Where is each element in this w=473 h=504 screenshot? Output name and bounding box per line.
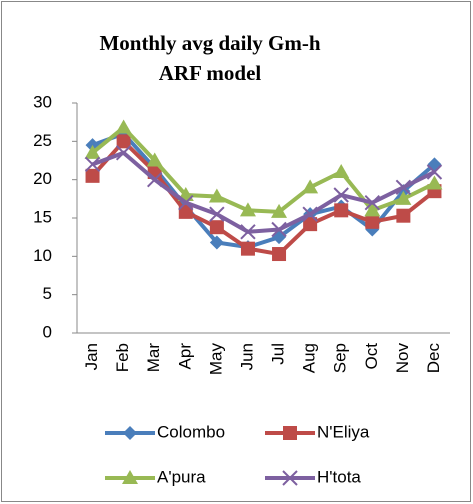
- marker: [302, 206, 318, 222]
- x-tick-label: Nov: [393, 343, 412, 374]
- marker: [239, 202, 256, 217]
- x-tick-label: Sep: [331, 343, 350, 373]
- x-tick-label: Mar: [144, 343, 163, 373]
- legend-label: N'Eliya: [317, 422, 370, 441]
- y-tick-label: 15: [33, 207, 52, 226]
- marker: [240, 224, 256, 240]
- chart-title: Monthly avg daily Gm-h: [99, 31, 320, 55]
- marker: [271, 221, 287, 238]
- marker: [178, 204, 193, 219]
- marker: [115, 145, 132, 161]
- marker: [426, 164, 443, 180]
- y-tick-label: 5: [43, 284, 52, 303]
- x-tick-label: May: [206, 343, 225, 376]
- marker: [364, 202, 381, 217]
- y-tick-label: 10: [33, 246, 52, 265]
- x-tick-label: Jun: [237, 343, 256, 370]
- marker: [209, 220, 224, 235]
- marker: [365, 214, 380, 229]
- marker: [84, 156, 101, 173]
- marker: [178, 194, 194, 211]
- legend-label: H'tota: [317, 467, 361, 486]
- legend-label: Colombo: [157, 422, 225, 441]
- marker: [271, 203, 288, 218]
- y-tick-label: 20: [33, 169, 52, 188]
- marker: [333, 164, 350, 178]
- marker: [209, 206, 225, 222]
- marker: [334, 203, 349, 218]
- x-tick-label: Feb: [113, 343, 132, 372]
- marker: [116, 134, 131, 149]
- marker: [208, 188, 225, 203]
- marker: [115, 119, 132, 134]
- marker: [333, 187, 349, 203]
- marker: [147, 171, 163, 188]
- marker: [84, 144, 101, 159]
- x-tick-label: Apr: [175, 343, 194, 370]
- x-tick-label: Dec: [424, 343, 443, 374]
- x-tick-label: Jan: [82, 343, 101, 370]
- legend-marker: [283, 426, 297, 440]
- legend-marker: [122, 470, 138, 484]
- marker: [364, 194, 380, 211]
- y-tick-label: 30: [33, 92, 52, 111]
- marker: [209, 235, 224, 250]
- legend-marker: [123, 426, 137, 440]
- marker: [240, 241, 255, 256]
- x-tick-label: Oct: [362, 343, 381, 370]
- marker: [85, 168, 100, 183]
- y-tick-label: 0: [43, 322, 52, 341]
- marker: [426, 175, 443, 190]
- marker: [395, 179, 412, 196]
- marker: [272, 247, 287, 262]
- marker: [302, 179, 319, 194]
- x-tick-label: Aug: [300, 343, 319, 373]
- legend-label: A'pura: [157, 467, 206, 486]
- marker: [303, 217, 318, 232]
- y-tick-label: 25: [33, 131, 52, 150]
- marker: [395, 190, 412, 205]
- x-tick-label: Jul: [269, 343, 288, 365]
- chart-title: ARF model: [159, 61, 262, 85]
- marker: [396, 208, 411, 223]
- legend-marker: [282, 470, 298, 486]
- marker: [146, 152, 163, 167]
